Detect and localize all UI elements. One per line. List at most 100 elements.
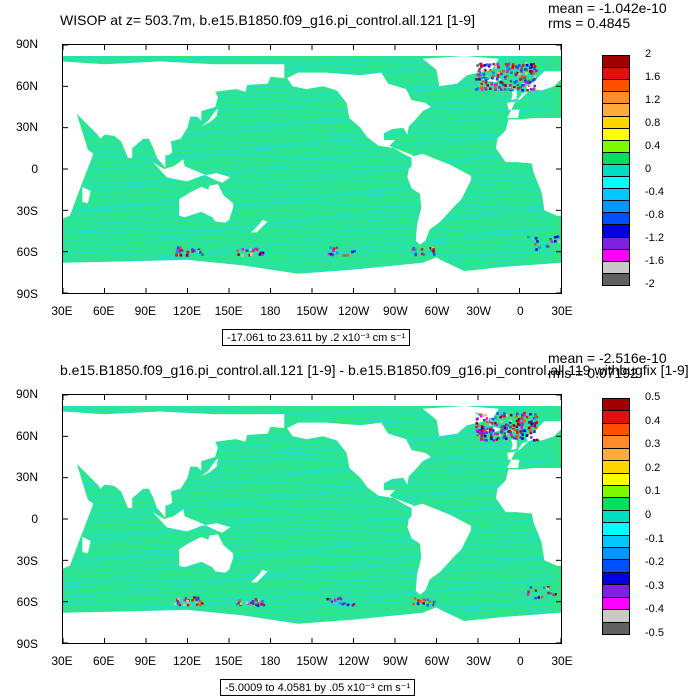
land-polygon <box>287 422 431 508</box>
colorbar-swatch <box>602 559 630 573</box>
x-tick-label: 90W <box>382 654 408 668</box>
axis-tick-marks <box>63 45 561 293</box>
land-polygon <box>63 257 561 293</box>
land-polygon <box>251 570 268 583</box>
y-tick-label: 60S <box>16 595 38 610</box>
y-tick-label: 0 <box>31 512 38 526</box>
land-polygon <box>152 159 231 183</box>
mean-stat: mean = -2.516e-10 <box>548 350 667 366</box>
y-tick-label: 60S <box>16 245 38 260</box>
colorbar-label: -0.5 <box>645 627 664 639</box>
colorbar-label: 0.5 <box>645 391 661 403</box>
colorbar-swatch <box>602 398 630 412</box>
colorbar-label: 0.3 <box>645 438 661 451</box>
chart-title: b.e15.B1850.f09_g16.pi_control.all.121 [… <box>60 362 689 378</box>
top-panel: WISOP at z= 503.7m, b.e15.B1850.f09_g16.… <box>15 0 667 346</box>
mean-stat: mean = -1.042e-10 <box>548 0 667 16</box>
land-polygon <box>507 71 561 118</box>
land-polygon <box>511 89 517 101</box>
x-tick-label: 0 <box>516 304 524 318</box>
colorbar-swatch <box>602 497 630 511</box>
colorbar-label: 0.2 <box>645 461 661 474</box>
y-tick-label: 60N <box>15 78 38 93</box>
x-tick-label: 30E <box>51 654 73 668</box>
colorbar-label: -2 <box>645 278 655 290</box>
land-polygon <box>251 220 268 233</box>
map-plot <box>62 394 562 644</box>
land-polygon <box>496 468 561 566</box>
rms-stat: rms = 0.4845 <box>548 15 631 31</box>
x-tick-label: 120W <box>337 304 370 318</box>
land-polygon <box>152 509 231 533</box>
x-tick-label: 30E <box>51 304 73 318</box>
x-tick-label: 150W <box>296 304 328 318</box>
x-tick-label: 180 <box>260 304 281 318</box>
x-tick-label: 180 <box>260 654 281 668</box>
colorbar-swatch <box>602 571 630 586</box>
colorbar-swatch <box>602 534 630 549</box>
x-tick-label: 150E <box>214 304 243 318</box>
land-polygon <box>201 458 218 477</box>
x-tick-label: 150W <box>296 654 328 668</box>
y-tick-label: 90S <box>16 287 38 301</box>
bottom-panel: b.e15.B1850.f09_g16.pi_control.all.121 [… <box>0 350 700 700</box>
contour-range-info: -17.061 to 23.611 by .2 x10⁻³ cm s⁻¹ <box>222 329 411 346</box>
colorbar-swatch <box>602 484 630 499</box>
land-polygon <box>496 118 561 216</box>
x-tick-label: 60W <box>424 654 450 668</box>
x-tick-label: 30W <box>466 654 491 668</box>
colorbar-label: -0.1 <box>645 532 664 545</box>
ocean-field-map <box>63 45 561 293</box>
land-polygon <box>63 411 285 569</box>
anomaly-speckles <box>173 411 557 607</box>
rms-stat: rms = 0.07192 <box>548 365 638 381</box>
y-tick-label: 30S <box>16 553 38 568</box>
x-tick-label: 60W <box>424 304 450 318</box>
land-polygon <box>63 61 285 219</box>
y-tick-label: 30N <box>15 120 38 135</box>
colorbar-swatch <box>602 460 630 474</box>
colorbar-swatch <box>602 609 630 623</box>
colorbar-label: -1.6 <box>645 255 664 267</box>
land-polygon <box>82 536 91 554</box>
y-tick-label: 30N <box>15 470 38 485</box>
colorbar-label: -0.4 <box>645 603 664 616</box>
anomaly-speckles <box>175 62 561 257</box>
colorbar-swatch <box>602 584 630 598</box>
colorbar-label: 1.6 <box>645 71 661 83</box>
y-tick-label: 30S <box>16 203 38 218</box>
x-tick-label: 30E <box>551 654 573 668</box>
colorbar-swatch <box>602 596 630 611</box>
land-polygon <box>63 607 561 643</box>
y-tick-label: 60N <box>15 428 38 443</box>
ocean-field-map <box>63 395 561 643</box>
land-polygon <box>507 421 561 468</box>
colorbar-swatch <box>602 410 630 424</box>
colorbar-label: 0 <box>645 163 652 175</box>
x-tick-label: 90E <box>134 654 156 668</box>
colorbar-swatch <box>602 547 630 561</box>
colorbar <box>602 398 630 635</box>
x-tick-label: 120E <box>172 654 202 668</box>
land-polygon <box>287 72 431 158</box>
colorbar-label: 0 <box>645 509 652 521</box>
x-tick-label: 120E <box>172 304 202 318</box>
land-polygon <box>179 534 234 573</box>
colorbar-label: -1.2 <box>645 232 664 244</box>
colorbar-label: 0.4 <box>645 414 661 427</box>
map-plot <box>62 44 562 294</box>
y-tick-label: 0 <box>31 162 38 176</box>
colorbar-label: 2 <box>645 48 652 60</box>
x-tick-label: 30W <box>466 304 491 318</box>
colorbar-swatch <box>602 422 630 437</box>
colorbar-label: -0.2 <box>645 556 664 569</box>
colorbar-swatch <box>602 621 630 635</box>
y-tick-label: 90N <box>15 37 38 51</box>
x-tick-label: 60E <box>92 654 115 668</box>
colorbar-swatch <box>602 272 630 286</box>
land-polygon <box>511 439 517 451</box>
x-tick-label: 30E <box>551 304 573 318</box>
land-polygon <box>82 186 91 204</box>
x-tick-label: 90W <box>382 304 408 318</box>
y-tick-label: 90N <box>15 387 38 401</box>
